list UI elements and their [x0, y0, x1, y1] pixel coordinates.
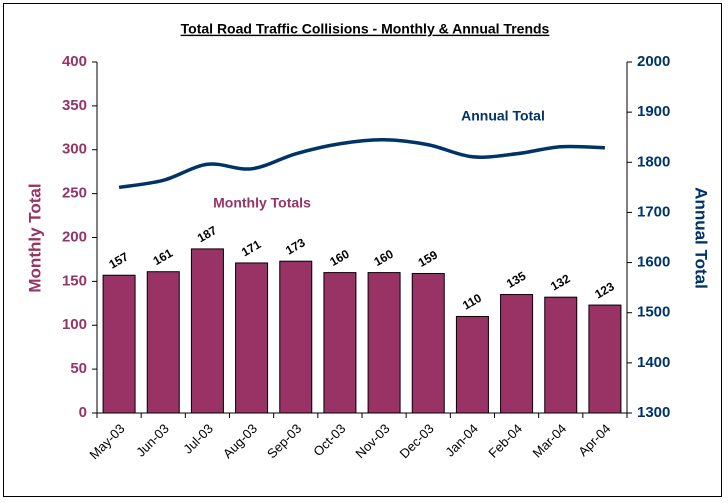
bar [455, 315, 489, 414]
y2-tick-label: 1500 [637, 304, 670, 321]
y-tick-label: 0 [79, 404, 87, 421]
y-tick-label: 100 [62, 316, 87, 333]
y2-axis-title: Annual Total [692, 187, 711, 289]
bar [235, 262, 269, 414]
bar [190, 248, 224, 414]
bar [102, 274, 136, 414]
series-label: Monthly Totals [213, 195, 311, 211]
y2-tick-label: 1600 [637, 254, 670, 271]
bar [367, 272, 401, 414]
y2-tick-label: 2000 [637, 53, 670, 70]
bar [500, 294, 534, 414]
y-axis-title: Monthly Total [25, 183, 44, 292]
bar [544, 296, 578, 414]
bar [323, 272, 357, 414]
y-tick-label: 50 [70, 360, 87, 377]
annual-line [118, 137, 605, 190]
y-tick-label: 350 [62, 97, 87, 114]
y-tick-label: 400 [62, 53, 87, 70]
series-label: Annual Total [461, 108, 545, 124]
bar [279, 260, 313, 414]
y2-tick-label: 1300 [637, 404, 670, 421]
y2-tick-label: 1400 [637, 354, 670, 371]
y-tick-label: 150 [62, 272, 87, 289]
y2-tick-label: 1900 [637, 103, 670, 120]
y-tick-label: 200 [62, 228, 87, 245]
y2-tick-label: 1700 [637, 203, 670, 220]
bar [146, 271, 180, 414]
chart-title: Total Road Traffic Collisions - Monthly … [181, 21, 550, 37]
y2-tick-label: 1800 [637, 153, 670, 170]
bar [411, 272, 445, 414]
chart-frame [3, 3, 722, 497]
y-tick-label: 300 [62, 141, 87, 158]
y-tick-label: 250 [62, 185, 87, 202]
bar [588, 304, 622, 414]
